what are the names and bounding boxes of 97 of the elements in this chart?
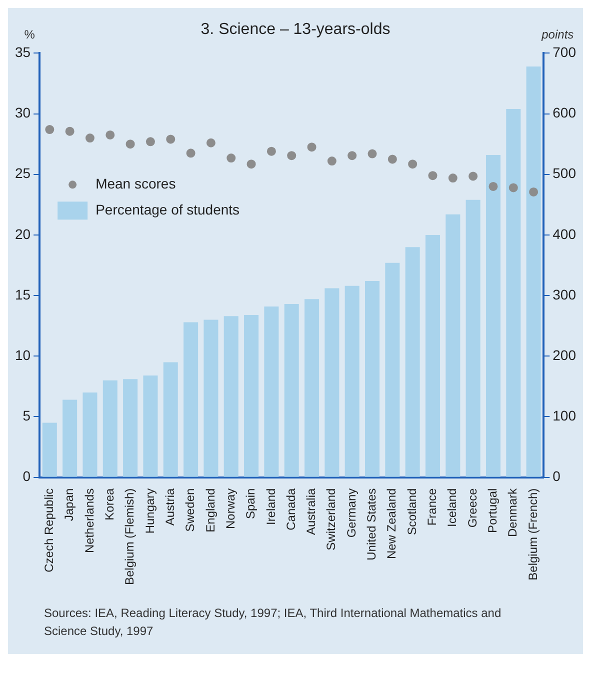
x-tick-label: Spain [244,488,258,520]
point [388,154,397,164]
y-axis-title: % [24,28,36,42]
bar [486,154,500,477]
x-tick-label: United States [364,488,379,560]
bar [446,214,460,477]
point [45,125,54,134]
x-tick-label: Germany [344,488,358,538]
y2-tick-label: 500 [552,165,576,182]
bar [526,66,541,477]
bar [466,200,480,477]
point [448,174,458,183]
x-tick-label: New Zealand [384,488,399,560]
bar [62,400,78,477]
y2-tick-label: 200 [552,347,576,363]
bar [163,362,178,477]
x-tick-label: Scotland [404,488,419,536]
bar [224,316,238,477]
source-note: Sources: IEA, Reading Literacy Study, 1997; IEA, Third International Mathematics and Science Study, 1997 [43,605,502,640]
y-tick-label: 35 [14,44,31,60]
point [468,172,478,181]
y2-tick-label: 100 [552,408,576,424]
x-tick-label: Canada [284,488,298,530]
x-tick-label: Austria [162,488,177,526]
point [327,156,336,166]
bar [123,379,138,477]
chart-title: 3. Science – 13-years-olds [200,21,390,38]
bar [184,322,198,477]
bar [204,320,218,477]
x-tick-label: Australia [304,488,318,535]
point [307,142,316,152]
x-tick-label: Belgium (French) [526,488,540,580]
bar [304,299,320,477]
bar [425,234,440,477]
point [508,183,518,192]
point [368,149,377,158]
x-tick-label: England [203,488,218,532]
point [65,126,74,136]
point [408,160,418,169]
bar [143,376,158,477]
y-tick-label: 25 [14,165,31,182]
x-tick-label: Hungary [142,488,157,534]
point [85,134,94,143]
point [348,151,357,160]
y2-tick-label: 0 [552,468,561,484]
point [186,148,196,158]
point [529,187,538,196]
bar [365,281,380,477]
point [287,151,296,160]
x-tick-label: Japan [62,488,76,522]
bar [284,304,299,477]
legend-label: Percentage of students [96,202,240,218]
x-tick-label: France [425,488,440,526]
point [106,130,115,140]
point [266,146,276,156]
x-tick-label: Portugal [486,488,500,534]
point [226,154,236,163]
y2-tick-label: 300 [552,286,576,302]
x-tick-label: Denmark [506,487,520,537]
y2-axis-title: points [540,28,574,42]
y2-tick-label: 600 [552,104,576,121]
x-tick-label: Norway [223,488,238,529]
bar [344,286,360,477]
x-tick-label: Netherlands [82,488,96,554]
bar [42,422,57,477]
y-tick-label: 15 [14,286,31,302]
bar [82,392,98,477]
x-tick-label: Ireland [264,488,278,526]
bar [385,262,400,477]
bar [405,247,420,477]
x-tick-label: Switzerland [324,488,338,550]
bar [264,306,279,477]
y-tick-label: 5 [22,408,31,424]
bar [102,380,118,477]
x-tick-label: Czech Republic [42,488,56,572]
y-tick-label: 0 [22,468,31,484]
point [206,138,216,148]
y2-tick-label: 400 [552,226,576,242]
x-tick-label: Iceland [445,488,460,528]
y-tick-label: 20 [14,226,31,242]
point [126,140,135,149]
y-tick-label: 10 [14,347,31,363]
x-tick-label: Sweden [183,488,198,532]
point [488,182,498,191]
bar [506,108,521,477]
y-tick-label: 30 [14,104,31,121]
point [146,137,155,146]
bar [324,288,340,477]
x-tick-label: Korea [102,488,116,520]
legend-label: Mean scores [96,176,176,192]
point [166,134,176,144]
point [246,160,256,169]
point [428,171,438,180]
x-tick-label: Belgium (Flemish) [122,488,137,585]
x-tick-label: Greece [465,488,480,528]
y2-tick-label: 700 [552,44,576,60]
bar [244,314,259,477]
